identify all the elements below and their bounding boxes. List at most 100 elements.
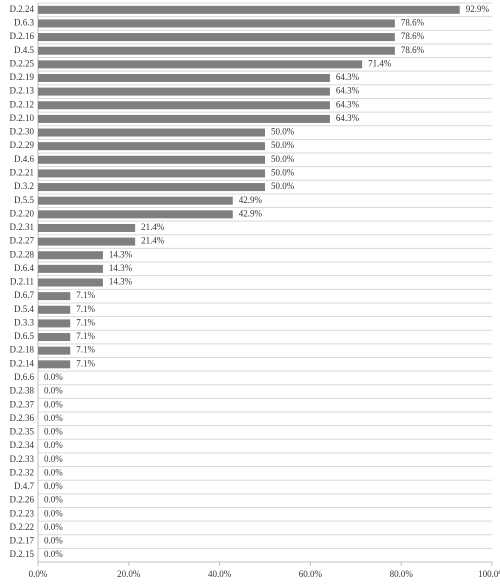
value-label: 0.0%: [44, 413, 63, 423]
bar: [38, 73, 330, 82]
value-label: 7.1%: [76, 317, 95, 327]
bar: [38, 278, 103, 287]
value-label: 7.1%: [76, 358, 95, 368]
y-tick-label: D.2.34: [10, 440, 35, 450]
value-label: 42.9%: [239, 208, 263, 218]
y-tick-label: D.2.33: [10, 454, 35, 464]
bar: [38, 333, 71, 342]
bar: [38, 142, 265, 151]
value-label: 64.3%: [336, 113, 360, 123]
x-tick-label: 40.0%: [208, 569, 232, 579]
bar: [38, 210, 233, 219]
bar: [38, 169, 265, 178]
bar: [38, 292, 71, 301]
bar: [38, 183, 265, 192]
bar: [38, 196, 233, 205]
value-label: 7.1%: [76, 345, 95, 355]
y-tick-label: D.2.18: [10, 345, 35, 355]
bar: [38, 155, 265, 164]
y-tick-label: D.2.10: [10, 113, 35, 123]
bar: [38, 305, 71, 314]
y-tick-label: D.2.26: [10, 495, 35, 505]
value-label: 50.0%: [271, 181, 295, 191]
value-label: 0.0%: [44, 454, 63, 464]
y-tick-label: D.4.5: [14, 45, 34, 55]
y-tick-label: D.2.13: [10, 86, 35, 96]
value-label: 7.1%: [76, 290, 95, 300]
value-label: 21.4%: [141, 222, 165, 232]
value-label: 42.9%: [239, 195, 263, 205]
value-label: 0.0%: [44, 549, 63, 559]
x-tick-label: 80.0%: [390, 569, 414, 579]
value-label: 0.0%: [44, 427, 63, 437]
y-tick-label: D.6.4: [14, 263, 34, 273]
y-tick-label: D.6.5: [14, 331, 34, 341]
value-label: 0.0%: [44, 495, 63, 505]
value-label: 50.0%: [271, 154, 295, 164]
y-tick-label: D.2.36: [10, 413, 35, 423]
y-tick-label: D.2.17: [10, 536, 35, 546]
bar: [38, 46, 395, 55]
y-tick-label: D.2.27: [10, 236, 35, 246]
y-tick-label: D.2.29: [10, 140, 35, 150]
bar: [38, 346, 71, 355]
bar: [38, 360, 71, 369]
value-label: 50.0%: [271, 127, 295, 137]
bar: [38, 264, 103, 273]
y-tick-label: D.6.3: [14, 18, 34, 28]
y-tick-label: D.2.23: [10, 508, 35, 518]
value-label: 50.0%: [271, 167, 295, 177]
y-tick-label: D.2.28: [10, 249, 35, 259]
y-tick-label: D.2.12: [10, 99, 35, 109]
y-tick-label: D.2.32: [10, 467, 35, 477]
y-tick-label: D.2.22: [10, 522, 35, 532]
bar: [38, 319, 71, 328]
y-tick-label: D.3.3: [14, 317, 34, 327]
bar: [38, 101, 330, 110]
value-label: 78.6%: [401, 45, 425, 55]
value-label: 0.0%: [44, 481, 63, 491]
value-label: 0.0%: [44, 536, 63, 546]
value-label: 0.0%: [44, 399, 63, 409]
value-label: 92.9%: [466, 4, 490, 14]
bar: [38, 19, 395, 28]
bar: [38, 128, 265, 137]
value-label: 0.0%: [44, 372, 63, 382]
y-tick-label: D.5.4: [14, 304, 34, 314]
x-tick-label: 60.0%: [299, 569, 323, 579]
y-tick-label: D.2.30: [10, 127, 35, 137]
value-label: 50.0%: [271, 140, 295, 150]
value-label: 0.0%: [44, 440, 63, 450]
y-tick-label: D.2.15: [10, 549, 35, 559]
bar: [38, 33, 395, 42]
y-tick-label: D.6.6: [14, 372, 34, 382]
y-tick-label: D.2.31: [10, 222, 35, 232]
y-tick-label: D.2.21: [10, 167, 35, 177]
y-tick-label: D.2.37: [10, 399, 35, 409]
bar: [38, 60, 363, 69]
bar: [38, 237, 136, 246]
value-label: 64.3%: [336, 86, 360, 96]
y-tick-label: D.2.25: [10, 58, 35, 68]
bar: [38, 114, 330, 123]
y-tick-label: D.4.7: [14, 481, 34, 491]
value-label: 14.3%: [109, 249, 133, 259]
value-label: 14.3%: [109, 277, 133, 287]
x-tick-label: 0.0%: [29, 569, 48, 579]
value-label: 0.0%: [44, 508, 63, 518]
y-tick-label: D.4.6: [14, 154, 34, 164]
value-label: 0.0%: [44, 522, 63, 532]
x-tick-label: 100.0%: [478, 569, 500, 579]
value-label: 0.0%: [44, 386, 63, 396]
y-tick-label: D.2.11: [10, 277, 34, 287]
y-tick-label: D.2.24: [10, 4, 35, 14]
value-label: 21.4%: [141, 236, 165, 246]
bar: [38, 87, 330, 96]
y-tick-label: D.2.19: [10, 72, 35, 82]
y-tick-label: D.6.7: [14, 290, 34, 300]
value-label: 64.3%: [336, 72, 360, 82]
y-tick-label: D.2.16: [10, 31, 35, 41]
value-label: 0.0%: [44, 467, 63, 477]
x-tick-label: 20.0%: [117, 569, 141, 579]
